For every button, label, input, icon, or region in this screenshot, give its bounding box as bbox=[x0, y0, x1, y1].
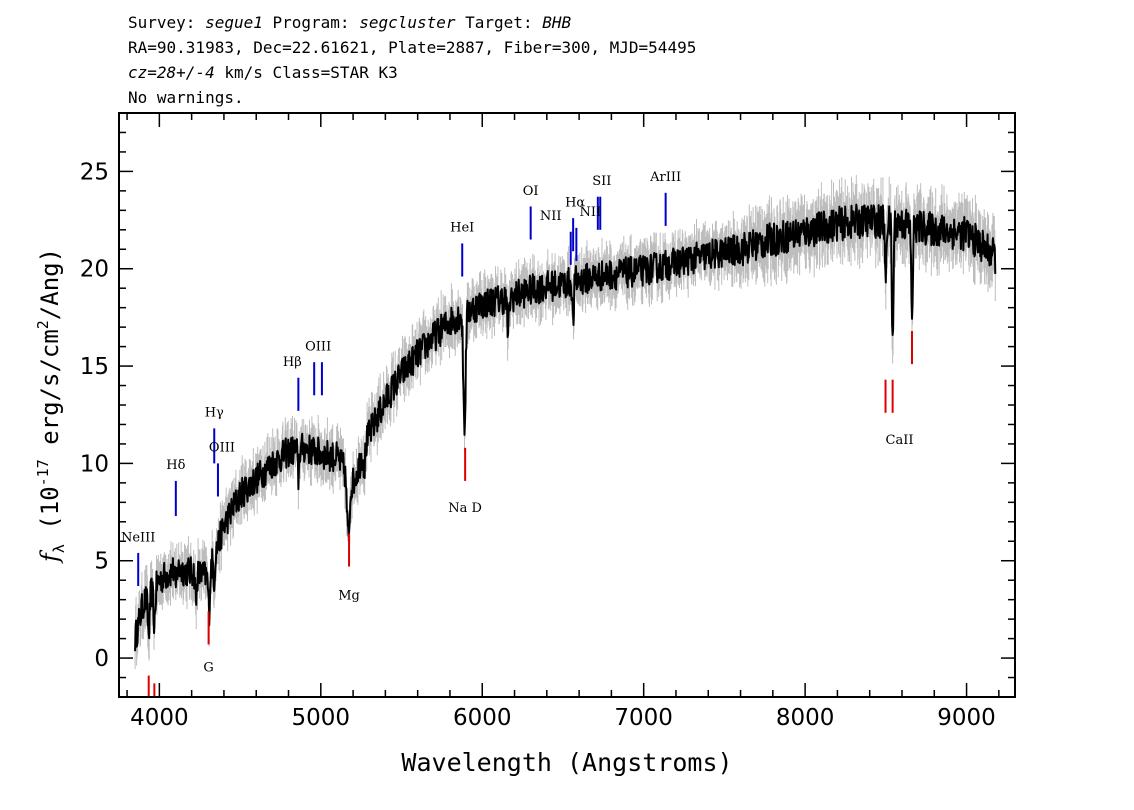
error-band bbox=[134, 175, 996, 670]
y-tick-label: 0 bbox=[94, 646, 109, 672]
line-label: OIII bbox=[209, 441, 235, 456]
axis-tick-labels: 4000 5000 6000 7000 8000 9000 0 5 10 15 20 25 bbox=[80, 159, 996, 731]
x-tick-label: 4000 bbox=[130, 705, 189, 731]
line-label: G bbox=[203, 661, 213, 676]
line-label: NeIII bbox=[121, 530, 155, 545]
class-text: km/s Class=STAR K3 bbox=[215, 63, 398, 82]
line-label: Hδ bbox=[166, 458, 185, 473]
header-line-3: cz=28+/-4 km/s Class=STAR K3 bbox=[128, 63, 398, 82]
target-value: BHB bbox=[542, 13, 571, 32]
y-axis-lambda: λ bbox=[50, 544, 68, 553]
line-label: OI bbox=[523, 184, 539, 199]
line-label: ArIII bbox=[649, 170, 681, 185]
line-label: NII bbox=[580, 205, 602, 220]
y-axis-mid: erg/s/cm bbox=[36, 329, 64, 459]
line-label: Hγ bbox=[205, 406, 224, 421]
line-label: Na D bbox=[448, 501, 482, 516]
y-axis-exp2: 2 bbox=[34, 320, 52, 329]
plot-content bbox=[134, 175, 997, 697]
target-label: Target: bbox=[456, 13, 543, 32]
x-tick-label: 9000 bbox=[937, 705, 996, 731]
flux-series-line bbox=[134, 203, 997, 652]
y-tick-label: 25 bbox=[80, 159, 109, 185]
y-tick-label: 15 bbox=[80, 354, 109, 380]
y-tick-label: 5 bbox=[94, 549, 109, 575]
y-axis-exp1: -17 bbox=[34, 459, 52, 486]
y-axis-title: fλ (10-17 erg/s/cm2/Ang) bbox=[34, 248, 68, 564]
line-label: Mg bbox=[338, 589, 360, 604]
x-tick-label: 8000 bbox=[776, 705, 835, 731]
line-label: OIII bbox=[305, 339, 331, 354]
x-tick-label: 7000 bbox=[614, 705, 673, 731]
line-label: CaII bbox=[886, 433, 914, 448]
line-label: NII bbox=[540, 209, 562, 224]
x-tick-label: 6000 bbox=[453, 705, 512, 731]
y-axis-open: (10 bbox=[36, 486, 64, 544]
x-tick-label: 5000 bbox=[292, 705, 351, 731]
header-line-2: RA=90.31983, Dec=22.61621, Plate=2887, F… bbox=[128, 38, 696, 57]
header-line-1: Survey: segue1 Program: segcluster Targe… bbox=[128, 13, 571, 32]
line-label: SII bbox=[592, 174, 611, 189]
line-label: Hα bbox=[565, 195, 585, 210]
y-tick-label: 20 bbox=[80, 257, 109, 283]
y-tick-label: 10 bbox=[80, 451, 109, 477]
line-label: Hβ bbox=[283, 355, 302, 370]
survey-label: Survey: bbox=[128, 13, 205, 32]
program-value: segcluster bbox=[359, 13, 456, 32]
header-block: Survey: segue1 Program: segcluster Targe… bbox=[128, 13, 696, 107]
cz-value: cz=28+/-4 bbox=[128, 63, 215, 82]
axis-ticks bbox=[119, 112, 1015, 698]
survey-value: segue1 bbox=[205, 13, 263, 32]
line-markers bbox=[137, 192, 914, 697]
x-axis-title: Wavelength (Angstroms) bbox=[401, 748, 732, 777]
program-label: Program: bbox=[263, 13, 359, 32]
y-axis-close: /Ang) bbox=[36, 248, 64, 320]
line-label: HeI bbox=[450, 221, 474, 236]
header-line-4: No warnings. bbox=[128, 88, 244, 107]
